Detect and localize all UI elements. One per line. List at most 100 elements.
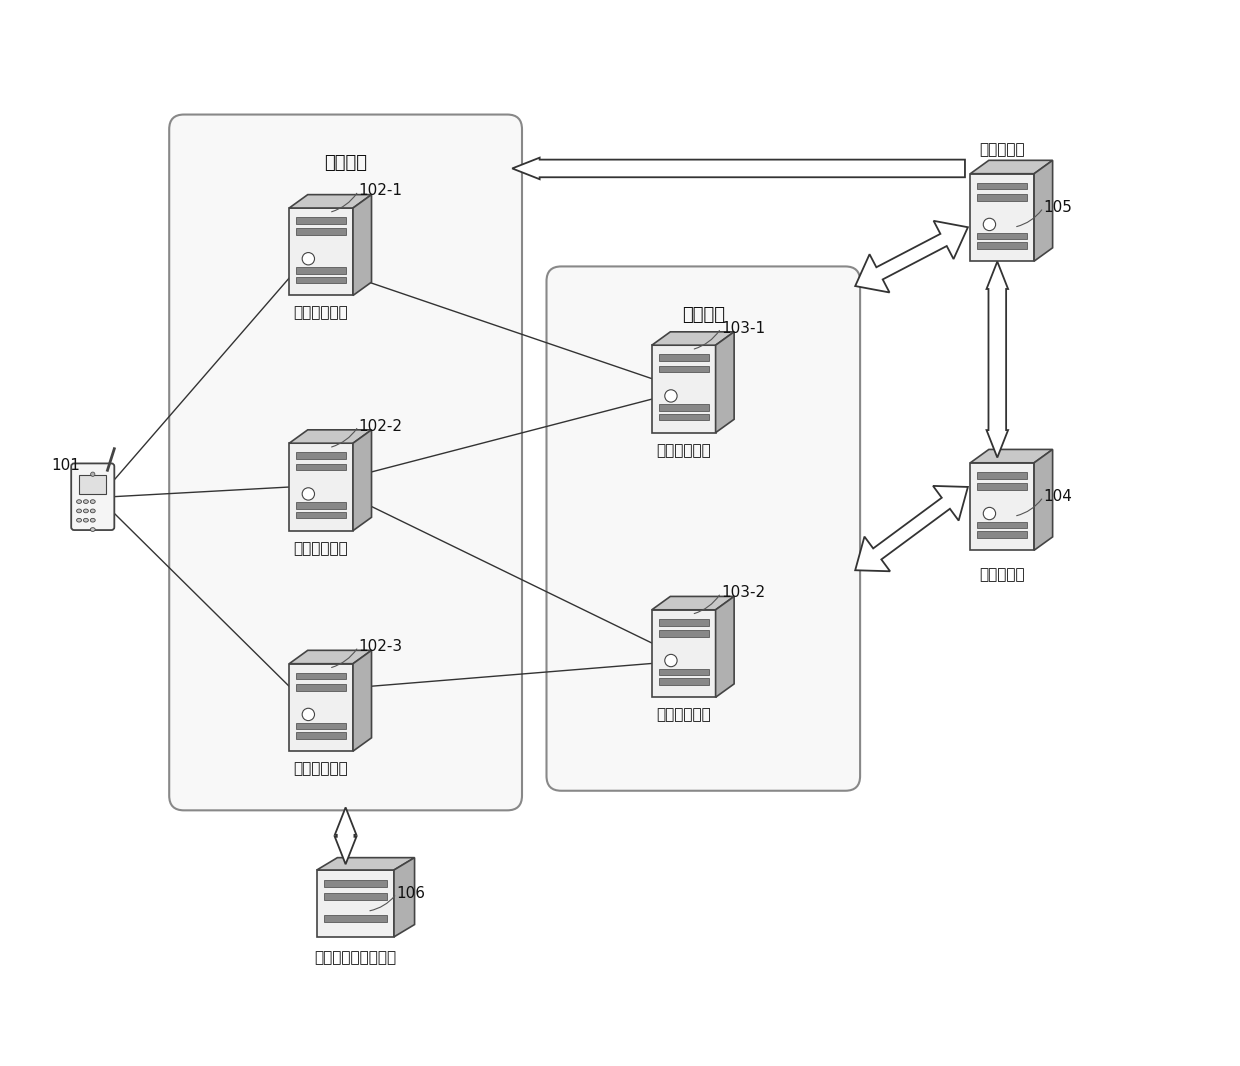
Polygon shape (296, 228, 346, 236)
Text: 102-2: 102-2 (358, 419, 402, 434)
Polygon shape (289, 195, 372, 208)
Polygon shape (316, 870, 394, 937)
Ellipse shape (91, 500, 95, 503)
Polygon shape (296, 266, 346, 274)
Polygon shape (324, 915, 387, 922)
Text: 中心缓存节点: 中心缓存节点 (656, 442, 711, 457)
Polygon shape (971, 450, 1053, 463)
Polygon shape (353, 195, 372, 295)
Text: 协同区域: 协同区域 (324, 154, 367, 172)
Polygon shape (987, 261, 1008, 457)
Text: 边缘缓存节点: 边缘缓存节点 (294, 761, 348, 776)
Polygon shape (977, 521, 1027, 529)
Ellipse shape (91, 518, 95, 522)
Polygon shape (856, 221, 968, 292)
Text: 103-1: 103-1 (720, 321, 765, 336)
Polygon shape (512, 158, 965, 179)
Text: 104: 104 (1043, 489, 1073, 504)
Polygon shape (977, 242, 1027, 249)
Circle shape (91, 472, 95, 477)
Text: 中心缓存节点: 中心缓存节点 (656, 708, 711, 723)
Text: 数据服务器: 数据服务器 (980, 567, 1025, 582)
Polygon shape (353, 430, 372, 531)
Polygon shape (971, 160, 1053, 174)
Circle shape (665, 390, 677, 402)
FancyBboxPatch shape (71, 464, 114, 530)
Text: 102-1: 102-1 (358, 183, 402, 198)
Polygon shape (971, 463, 1034, 550)
Polygon shape (335, 807, 356, 865)
Polygon shape (977, 531, 1027, 538)
Polygon shape (658, 668, 708, 676)
Circle shape (303, 488, 315, 500)
Polygon shape (658, 414, 708, 420)
Ellipse shape (77, 510, 82, 513)
Circle shape (665, 655, 677, 666)
Polygon shape (1034, 450, 1053, 550)
Polygon shape (289, 650, 372, 664)
Polygon shape (316, 858, 414, 870)
Polygon shape (977, 472, 1027, 479)
Polygon shape (856, 486, 968, 571)
Polygon shape (715, 597, 734, 697)
Circle shape (983, 507, 996, 520)
Text: 103-2: 103-2 (720, 585, 765, 600)
Polygon shape (715, 332, 734, 433)
Circle shape (303, 708, 315, 721)
Circle shape (983, 219, 996, 230)
Circle shape (303, 253, 315, 265)
Text: 106: 106 (397, 886, 425, 901)
Polygon shape (652, 610, 715, 697)
Polygon shape (977, 194, 1027, 200)
Ellipse shape (77, 500, 82, 503)
Polygon shape (296, 723, 346, 729)
Polygon shape (353, 650, 372, 752)
Polygon shape (324, 893, 387, 900)
Polygon shape (658, 354, 708, 361)
Text: 105: 105 (1043, 200, 1073, 215)
Polygon shape (977, 232, 1027, 239)
Ellipse shape (91, 528, 95, 531)
Polygon shape (394, 858, 414, 937)
Polygon shape (658, 619, 708, 626)
Polygon shape (289, 430, 372, 443)
FancyBboxPatch shape (547, 266, 861, 791)
Text: 102-3: 102-3 (358, 640, 403, 655)
Polygon shape (296, 732, 346, 739)
Ellipse shape (77, 518, 82, 522)
Text: 101: 101 (52, 458, 81, 473)
Polygon shape (296, 502, 346, 508)
Polygon shape (652, 345, 715, 433)
Polygon shape (296, 684, 346, 691)
FancyBboxPatch shape (79, 475, 107, 494)
Polygon shape (296, 512, 346, 518)
Polygon shape (658, 404, 708, 410)
Text: 链路质量采集服务器: 链路质量采集服务器 (314, 951, 397, 966)
Polygon shape (289, 208, 353, 295)
Polygon shape (652, 597, 734, 610)
Polygon shape (289, 664, 353, 752)
Ellipse shape (83, 510, 88, 513)
Polygon shape (971, 174, 1034, 261)
Text: 协同区域: 协同区域 (682, 306, 725, 324)
Polygon shape (652, 332, 734, 345)
Polygon shape (658, 678, 708, 685)
Polygon shape (1034, 160, 1053, 261)
FancyBboxPatch shape (169, 114, 522, 810)
Ellipse shape (83, 500, 88, 503)
Polygon shape (658, 366, 708, 372)
Polygon shape (289, 443, 353, 531)
Polygon shape (296, 276, 346, 284)
Polygon shape (658, 630, 708, 636)
Polygon shape (324, 879, 387, 887)
Polygon shape (296, 464, 346, 470)
Polygon shape (296, 452, 346, 459)
Text: 缓存控制器: 缓存控制器 (980, 142, 1025, 157)
Text: 边缘缓存节点: 边缘缓存节点 (294, 540, 348, 555)
Ellipse shape (83, 518, 88, 522)
Polygon shape (977, 483, 1027, 490)
Polygon shape (296, 673, 346, 679)
Polygon shape (296, 217, 346, 224)
Ellipse shape (91, 510, 95, 513)
Text: 边缘缓存节点: 边缘缓存节点 (294, 306, 348, 321)
